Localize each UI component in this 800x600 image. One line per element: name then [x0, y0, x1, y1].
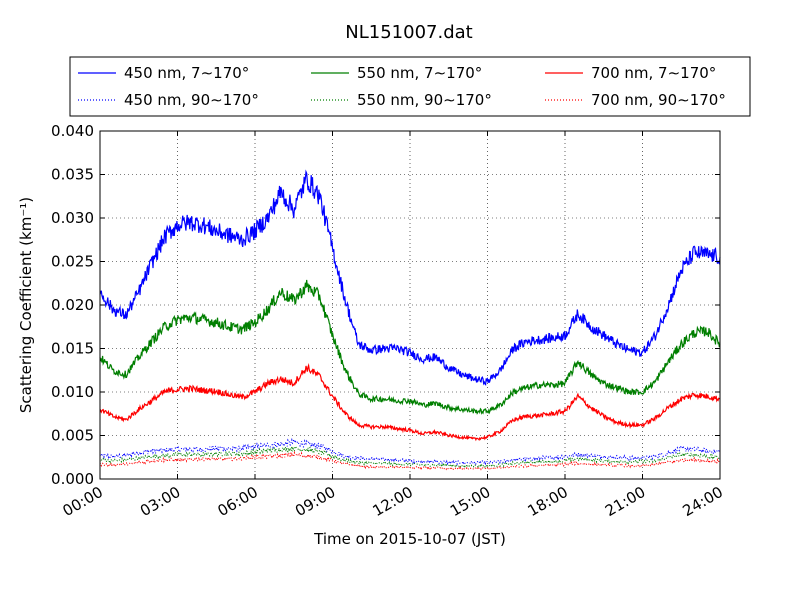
y-tick-label: 0.025	[51, 253, 94, 271]
x-tick-label: 15:00	[447, 483, 493, 520]
x-tick-label: 03:00	[137, 483, 183, 520]
y-tick-label: 0.000	[51, 470, 94, 488]
x-tick-labels: 00:00 03:00 06:00 09:00 12:00 15:00 18:00 21:00…	[60, 483, 726, 520]
legend-label-5: 700 nm, 90∼170°	[591, 91, 726, 109]
legend-label-1: 550 nm, 7∼170°	[357, 64, 482, 82]
series-line-4	[99, 445, 721, 469]
x-axis-label: Time on 2015-10-07 (JST)	[313, 530, 506, 548]
legend-label-0: 450 nm, 7∼170°	[124, 64, 249, 82]
x-tick-label: 18:00	[525, 483, 571, 520]
x-tick-label: 24:00	[680, 483, 726, 520]
grid-lines	[100, 131, 720, 479]
y-tick-label: 0.010	[51, 383, 94, 401]
series-layer	[99, 169, 721, 471]
y-tick-label: 0.035	[51, 166, 94, 184]
series-line-1	[99, 279, 721, 415]
y-tick-label: 0.015	[51, 340, 94, 358]
y-tick-label: 0.030	[51, 209, 94, 227]
legend: 450 nm, 7∼170° 550 nm, 7∼170° 700 nm, 7∼17…	[69, 56, 751, 117]
legend-frame	[69, 56, 751, 117]
x-tick-label: 00:00	[60, 483, 106, 520]
y-tick-labels: 0.000 0.005 0.010 0.015 0.020 0.025 0.030 0.035…	[51, 122, 94, 488]
series-line-0	[99, 169, 721, 386]
x-tick-label: 09:00	[292, 483, 338, 520]
series-line-3	[99, 437, 721, 467]
y-tick-label: 0.040	[51, 122, 94, 140]
legend-label-2: 700 nm, 7∼170°	[591, 64, 716, 82]
x-tick-label: 21:00	[602, 483, 648, 520]
axis-ticks	[99, 130, 721, 480]
x-tick-label: 12:00	[370, 483, 416, 520]
y-tick-label: 0.020	[51, 296, 94, 314]
y-axis-label: Scattering Coefficient (km⁻¹)	[17, 197, 35, 413]
x-tick-label: 06:00	[215, 483, 261, 520]
chart-title: NL151007.dat	[345, 22, 472, 43]
y-tick-label: 0.005	[51, 427, 94, 445]
legend-label-4: 550 nm, 90∼170°	[357, 91, 492, 109]
series-line-2	[99, 363, 721, 442]
legend-label-3: 450 nm, 90∼170°	[124, 91, 259, 109]
